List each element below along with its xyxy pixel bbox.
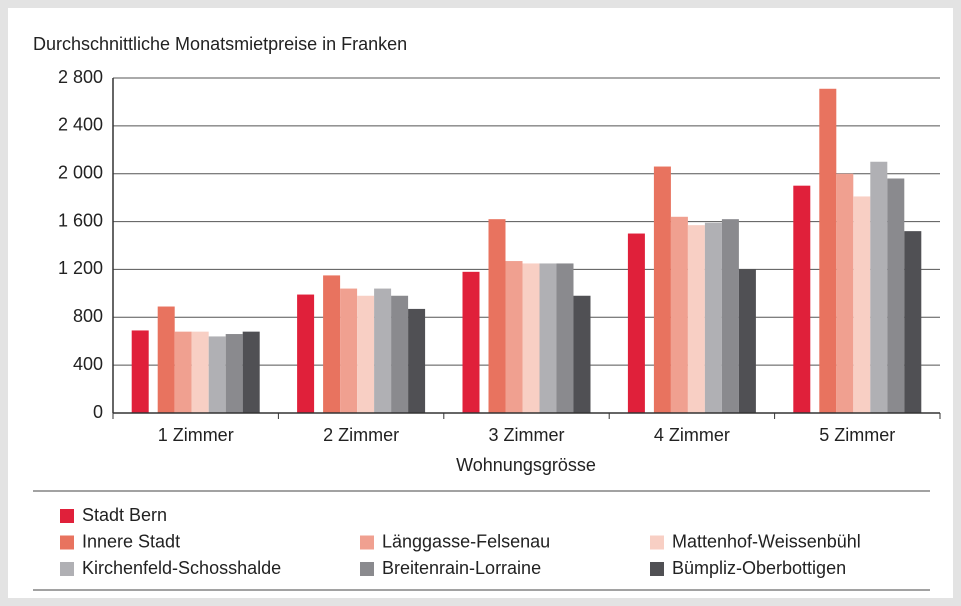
bar [836,173,854,413]
x-tick-label: 2 Zimmer [323,425,399,445]
bar [704,222,722,413]
bar [174,331,192,413]
bar [556,263,574,413]
legend-label: Kirchenfeld-Schosshalde [82,558,281,578]
bar [374,288,392,413]
y-tick-label: 400 [73,354,103,374]
y-tick-label: 2 800 [58,67,103,87]
bar [573,295,591,413]
legend-swatch [650,562,664,576]
bar [721,219,739,413]
y-tick-label: 2 000 [58,162,103,182]
x-axis-label: Wohnungsgrösse [456,455,596,475]
bar [131,330,149,413]
legend-label: Länggasse-Felsenau [382,531,550,551]
y-tick-label: 0 [93,402,103,422]
bar [391,295,409,413]
bar [157,306,175,413]
bar [687,225,705,413]
y-tick-label: 1 600 [58,210,103,230]
x-tick-label: 5 Zimmer [819,425,895,445]
bar [462,271,480,413]
chart-title: Durchschnittliche Monatsmietpreise in Fr… [33,34,407,54]
bar [340,288,358,413]
bar [522,263,540,413]
legend-swatch [60,509,74,523]
bar [870,161,888,413]
bar [225,334,243,413]
bar [488,219,506,413]
bar [208,336,226,413]
legend-label: Innere Stadt [82,531,180,551]
x-tick-label: 1 Zimmer [158,425,234,445]
bar [670,216,688,413]
legend-swatch [360,562,374,576]
bar [297,294,315,413]
bar [323,275,341,413]
bar [408,308,426,413]
bar [819,88,837,414]
y-tick-label: 1 200 [58,258,103,278]
bar [242,331,260,413]
legend-label: Breitenrain-Lorraine [382,558,541,578]
bar [627,233,645,413]
bar [653,166,671,413]
bar [887,178,905,413]
x-tick-label: 3 Zimmer [489,425,565,445]
legend-label: Bümpliz-Oberbottigen [672,558,846,578]
bar [738,269,756,413]
bar [539,263,557,413]
x-tick-label: 4 Zimmer [654,425,730,445]
legend-swatch [360,535,374,550]
y-tick-label: 2 400 [58,115,103,135]
bar [853,196,871,413]
legend-label: Stadt Bern [82,505,167,525]
legend-label: Mattenhof-Weissenbühl [672,531,861,551]
legend-swatch [60,562,74,576]
bar [904,231,922,413]
legend-swatch [650,535,664,550]
y-tick-label: 800 [73,306,103,326]
bar [357,295,375,413]
bar [191,331,209,413]
bar [505,261,523,413]
bar [793,185,811,413]
legend-swatch [60,535,74,550]
